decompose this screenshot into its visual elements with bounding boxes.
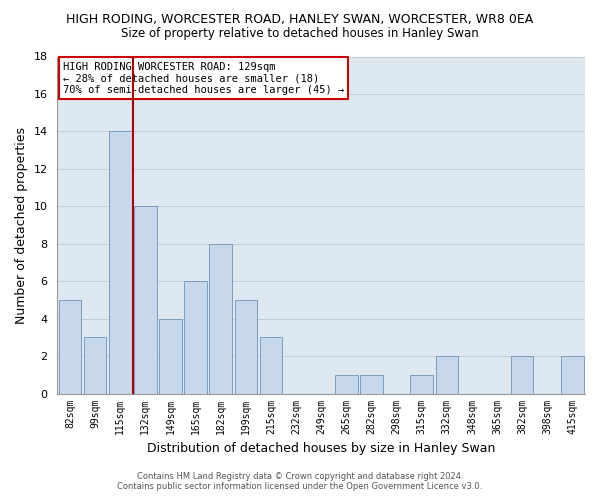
Bar (134, 206, 157, 394)
Bar (235, 300, 257, 394)
Bar (209, 244, 232, 394)
Bar (184, 281, 207, 394)
Bar (360, 375, 383, 394)
Bar (84, 338, 106, 394)
Text: HIGH RODING WORCESTER ROAD: 129sqm
← 28% of detached houses are smaller (18)
70%: HIGH RODING WORCESTER ROAD: 129sqm ← 28%… (62, 62, 344, 95)
Bar (260, 338, 282, 394)
Y-axis label: Number of detached properties: Number of detached properties (15, 126, 28, 324)
Bar (159, 318, 182, 394)
Bar (59, 300, 81, 394)
X-axis label: Distribution of detached houses by size in Hanley Swan: Distribution of detached houses by size … (147, 442, 496, 455)
Bar (410, 375, 433, 394)
Bar (561, 356, 584, 394)
Bar (109, 132, 131, 394)
Bar (436, 356, 458, 394)
Bar (511, 356, 533, 394)
Bar (335, 375, 358, 394)
Text: HIGH RODING, WORCESTER ROAD, HANLEY SWAN, WORCESTER, WR8 0EA: HIGH RODING, WORCESTER ROAD, HANLEY SWAN… (67, 12, 533, 26)
Text: Size of property relative to detached houses in Hanley Swan: Size of property relative to detached ho… (121, 28, 479, 40)
Text: Contains HM Land Registry data © Crown copyright and database right 2024.
Contai: Contains HM Land Registry data © Crown c… (118, 472, 482, 491)
